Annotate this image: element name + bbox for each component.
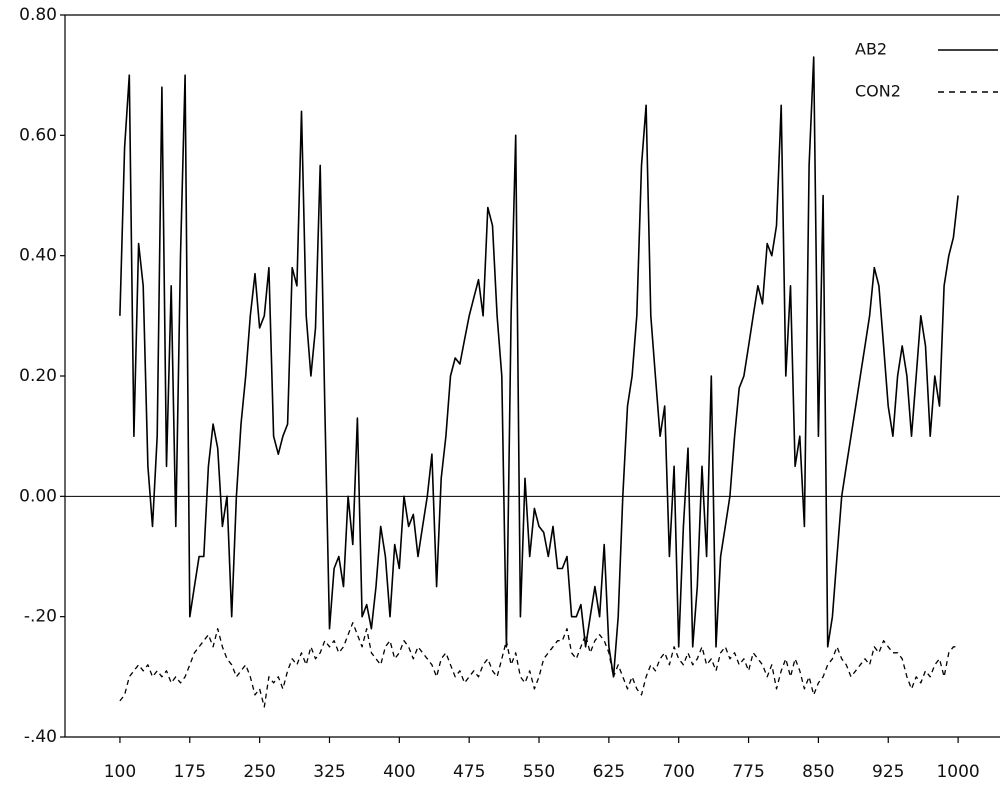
x-tick-label: 250: [243, 762, 275, 782]
x-tick-label: 400: [383, 762, 415, 782]
x-tick-label: 175: [174, 762, 206, 782]
x-tick-label: 1000: [936, 762, 979, 782]
y-tick-label: 0.00: [19, 486, 57, 506]
legend-label: CON2: [855, 82, 901, 101]
x-tick-label: 475: [453, 762, 485, 782]
y-tick-label: 0.80: [19, 5, 57, 25]
x-tick-label: 850: [802, 762, 834, 782]
x-tick-label: 550: [523, 762, 555, 782]
y-tick-label: -.20: [24, 607, 57, 627]
y-tick-label: 0.60: [19, 125, 57, 145]
series-line: [119, 622, 959, 708]
x-tick-label: 625: [593, 762, 625, 782]
x-tick-label: 100: [104, 762, 136, 782]
x-tick-label: 700: [662, 762, 694, 782]
series-line: [119, 56, 959, 678]
legend-label: AB2: [855, 40, 887, 59]
x-tick-label: 325: [313, 762, 345, 782]
x-tick-label: 775: [732, 762, 764, 782]
y-tick-label: 0.40: [19, 246, 57, 266]
y-tick-label: 0.20: [19, 366, 57, 386]
y-tick-label: -.40: [24, 727, 57, 747]
x-tick-label: 925: [872, 762, 904, 782]
